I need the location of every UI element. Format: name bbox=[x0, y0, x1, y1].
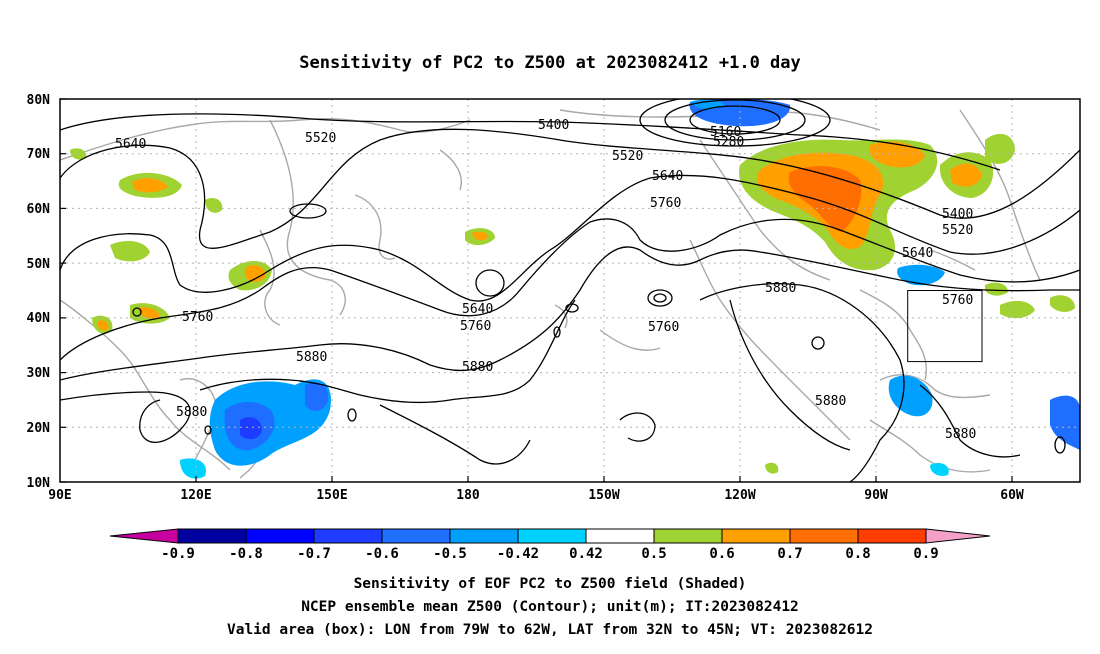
lon-label: 180 bbox=[456, 488, 480, 503]
colorbar-labels: -0.9 -0.8 -0.7 -0.6 -0.5 -0.42 0.42 0.5 … bbox=[161, 546, 939, 562]
colorbar-over-triangle bbox=[925, 528, 991, 544]
colorbar-label: 0.6 bbox=[709, 546, 734, 562]
colorbar-box bbox=[857, 528, 927, 544]
colorbar-under-triangle bbox=[109, 528, 179, 544]
colorbar-box bbox=[721, 528, 791, 544]
lat-label: 30N bbox=[27, 366, 51, 381]
contour-label: 5640 bbox=[462, 302, 493, 317]
colorbar-label: -0.42 bbox=[497, 546, 539, 562]
colorbar-label: 0.5 bbox=[641, 546, 666, 562]
colorbar: -0.9 -0.8 -0.7 -0.6 -0.5 -0.42 0.42 0.5 … bbox=[109, 528, 991, 562]
lon-label: 150E bbox=[316, 488, 347, 503]
tick-marks bbox=[60, 98, 1013, 483]
contour-label: 5760 bbox=[942, 293, 973, 308]
colorbar-label: 0.9 bbox=[913, 546, 938, 562]
captions: Sensitivity of EOF PC2 to Z500 field (Sh… bbox=[227, 576, 873, 638]
map-frame bbox=[59, 98, 1081, 483]
colorbar-box bbox=[789, 528, 859, 544]
lat-label: 20N bbox=[27, 421, 51, 436]
colorbar-box bbox=[449, 528, 519, 544]
coastlines bbox=[60, 109, 1041, 479]
lat-label: 60N bbox=[27, 202, 51, 217]
colorbar-box bbox=[177, 528, 247, 544]
z500-contours bbox=[60, 99, 1080, 482]
colorbar-box bbox=[585, 528, 655, 544]
contour-label: 5760 bbox=[650, 196, 681, 211]
colorbar-box bbox=[313, 528, 383, 544]
colorbar-label: 0.7 bbox=[777, 546, 802, 562]
colorbar-box bbox=[381, 528, 451, 544]
lat-label: 80N bbox=[27, 93, 51, 108]
colorbar-box bbox=[653, 528, 723, 544]
lon-label: 60W bbox=[1000, 488, 1024, 503]
colorbar-label: -0.7 bbox=[297, 546, 331, 562]
lon-label: 120W bbox=[724, 488, 755, 503]
lat-label: 70N bbox=[27, 147, 51, 162]
colorbar-label: 0.8 bbox=[845, 546, 870, 562]
colorbar-label: -0.8 bbox=[229, 546, 263, 562]
figure-title: Sensitivity of PC2 to Z500 at 2023082412… bbox=[299, 53, 801, 73]
caption-valid-area: Valid area (box): LON from 79W to 62W, L… bbox=[227, 622, 873, 638]
lon-label: 150W bbox=[588, 488, 619, 503]
contour-label: 5880 bbox=[815, 394, 846, 409]
contour-label: 5880 bbox=[176, 405, 207, 420]
lat-label: 40N bbox=[27, 311, 51, 326]
lon-label: 90E bbox=[48, 488, 71, 503]
colorbar-label: -0.9 bbox=[161, 546, 195, 562]
colorbar-label: 0.42 bbox=[569, 546, 603, 562]
contour-label: 5280 bbox=[713, 135, 744, 150]
lon-label: 120E bbox=[180, 488, 211, 503]
lat-label: 50N bbox=[27, 257, 51, 272]
sensitivity-shading bbox=[70, 99, 1080, 479]
valid-area-box bbox=[907, 290, 983, 363]
contour-label: 5880 bbox=[765, 281, 796, 296]
contour-label: 5760 bbox=[460, 319, 491, 334]
lat-lon-grid bbox=[60, 99, 1080, 482]
contour-label: 5160 bbox=[710, 125, 741, 140]
lon-label: 90W bbox=[864, 488, 888, 503]
caption-contour: NCEP ensemble mean Z500 (Contour); unit(… bbox=[301, 599, 799, 615]
contour-label: 5400 bbox=[538, 118, 569, 133]
colorbar-label: -0.5 bbox=[433, 546, 467, 562]
colorbar-box bbox=[517, 528, 587, 544]
lat-label: 10N bbox=[27, 476, 51, 491]
contour-label: 5640 bbox=[902, 246, 933, 261]
contour-label: 5640 bbox=[652, 169, 683, 184]
colorbar-boxes bbox=[177, 528, 927, 544]
contour-label: 5640 bbox=[115, 137, 146, 152]
contour-label: 5520 bbox=[942, 223, 973, 238]
longitude-labels: 90E 120E 150E 180 150W 120W 90W 60W bbox=[48, 488, 1024, 503]
caption-shaded: Sensitivity of EOF PC2 to Z500 field (Sh… bbox=[354, 576, 747, 592]
contour-label: 5520 bbox=[305, 131, 336, 146]
contour-label: 5880 bbox=[296, 350, 327, 365]
contour-label: 5400 bbox=[942, 207, 973, 222]
map-panel: 5640 5520 5400 5160 5280 5520 5640 5760 … bbox=[27, 93, 1081, 503]
colorbar-label: -0.6 bbox=[365, 546, 399, 562]
latitude-labels: 80N 70N 60N 50N 40N 30N 20N 10N bbox=[27, 93, 51, 491]
contour-label: 5880 bbox=[462, 360, 493, 375]
contour-label: 5760 bbox=[648, 320, 679, 335]
colorbar-box bbox=[245, 528, 315, 544]
contour-label: 5520 bbox=[612, 149, 643, 164]
contour-label: 5880 bbox=[945, 427, 976, 442]
contour-labels: 5640 5520 5400 5160 5280 5520 5640 5760 … bbox=[115, 118, 976, 442]
contour-label: 5760 bbox=[182, 310, 213, 325]
